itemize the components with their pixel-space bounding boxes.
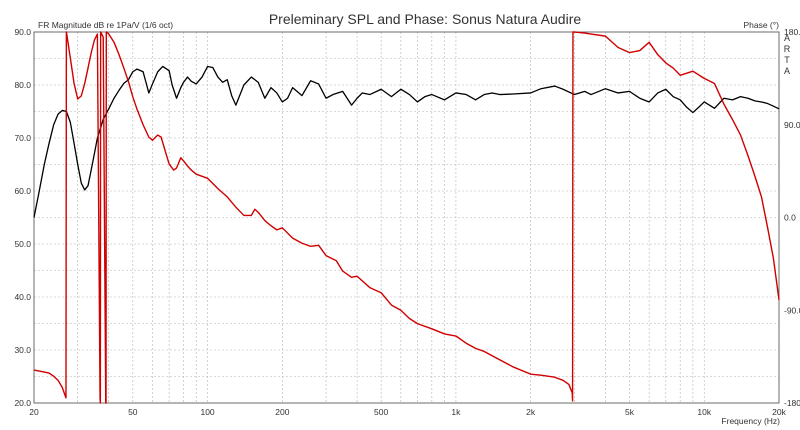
y-right-tick-label: 0.0 [784, 213, 796, 223]
chart-title: Preleminary SPL and Phase: Sonus Natura … [269, 11, 582, 27]
y-left-tick-label: 90.0 [14, 27, 31, 37]
y-left-tick-label: 60.0 [14, 186, 31, 196]
y-left-tick-label: 20.0 [14, 398, 31, 408]
y-left-tick-label: 80.0 [14, 80, 31, 90]
x-tick-label: 50 [128, 407, 138, 417]
arta-watermark: A R T A [784, 33, 791, 76]
watermark-letter: T [784, 55, 790, 65]
x-tick-label: 200 [275, 407, 289, 417]
y-right-tick-label: 90.0 [784, 120, 800, 130]
right-axis-label: Phase (°) [743, 20, 779, 30]
x-tick-label: 500 [374, 407, 388, 417]
x-tick-label: 10k [697, 407, 711, 417]
y-left-tick-label: 70.0 [14, 133, 31, 143]
x-tick-label: 20 [29, 407, 39, 417]
left-axis-label: FR Magnitude dB re 1Pa/V (1/6 oct) [38, 20, 173, 30]
tick-labels: 20 50 100 200 500 1k 2k 5k 10k 20k 90.0 80.0 70.0 60.… [14, 27, 800, 417]
watermark-letter: R [784, 44, 791, 54]
y-left-tick-label: 30.0 [14, 345, 31, 355]
y-right-tick-label: 180.0 [784, 27, 800, 37]
x-tick-label: 20k [772, 407, 786, 417]
y-left-tick-label: 50.0 [14, 239, 31, 249]
spl-magnitude-line [33, 65, 780, 218]
x-tick-label: 5k [625, 407, 635, 417]
watermark-letter: A [784, 33, 790, 43]
x-tick-label: 100 [200, 407, 214, 417]
x-axis-label: Frequency (Hz) [721, 416, 780, 426]
chart-series [33, 31, 780, 404]
watermark-letter: A [784, 66, 790, 76]
y-right-tick-label: -90.0 [784, 305, 800, 315]
x-tick-label: 2k [526, 407, 536, 417]
phase-line [33, 31, 780, 404]
x-tick-label: 1k [451, 407, 461, 417]
chart-grid [34, 32, 779, 403]
y-left-tick-label: 40.0 [14, 292, 31, 302]
y-right-tick-label: -180.0 [784, 398, 800, 408]
